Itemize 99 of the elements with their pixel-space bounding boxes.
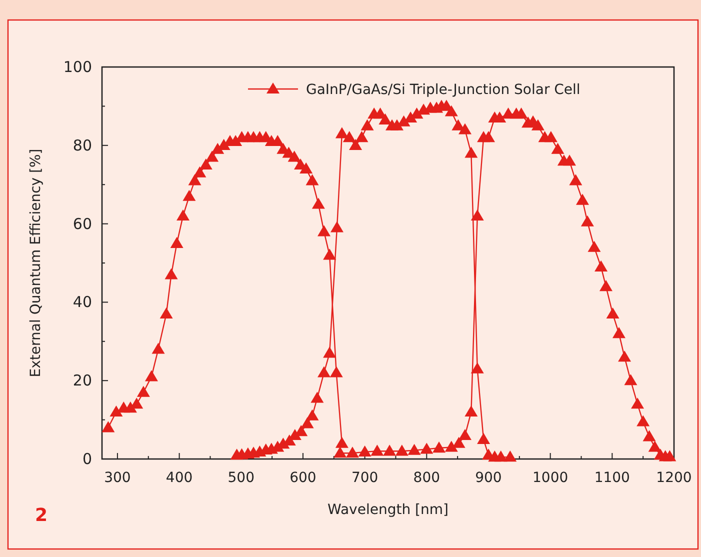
point xyxy=(514,108,528,119)
point xyxy=(144,370,158,382)
point xyxy=(636,415,650,426)
point xyxy=(334,446,347,458)
point xyxy=(562,154,576,166)
point xyxy=(452,436,466,448)
point xyxy=(599,280,612,292)
point xyxy=(470,209,484,221)
point xyxy=(199,158,212,170)
x-tick-label: 500 xyxy=(228,470,254,486)
point xyxy=(170,236,184,248)
point xyxy=(182,190,196,201)
point xyxy=(206,150,219,162)
point xyxy=(288,150,301,162)
y-tick-label: 40 xyxy=(72,293,92,312)
point xyxy=(360,119,374,130)
point xyxy=(335,436,348,448)
point xyxy=(631,398,644,409)
point xyxy=(358,445,372,456)
legend-label: GaInP/GaAs/Si Triple-Junction Solar Cell xyxy=(306,82,580,98)
point xyxy=(458,123,472,134)
point xyxy=(312,198,325,209)
point xyxy=(318,225,330,236)
point xyxy=(349,138,362,150)
point xyxy=(612,327,626,338)
x-tick-label: 300 xyxy=(104,470,131,486)
point xyxy=(300,417,314,428)
point xyxy=(355,131,368,142)
point xyxy=(323,346,336,358)
point xyxy=(618,350,632,362)
point xyxy=(648,440,662,452)
x-tick-label: 900 xyxy=(475,470,502,486)
point xyxy=(152,342,165,354)
y-tick-label: 100 xyxy=(63,58,92,76)
point xyxy=(370,444,384,456)
point xyxy=(588,240,601,252)
text: 2 xyxy=(35,505,48,526)
point xyxy=(110,405,123,417)
point xyxy=(294,425,308,436)
point xyxy=(102,421,115,432)
point xyxy=(569,174,582,186)
point xyxy=(464,146,478,158)
point xyxy=(594,260,608,272)
point xyxy=(330,221,344,232)
point xyxy=(395,444,408,456)
point xyxy=(580,215,594,226)
point xyxy=(494,450,508,462)
point xyxy=(432,442,446,453)
y-tick-label: 60 xyxy=(72,214,92,233)
point xyxy=(464,405,478,417)
point xyxy=(136,386,150,397)
point xyxy=(300,162,313,174)
y-tick-label: 0 xyxy=(82,450,92,468)
point xyxy=(531,119,544,130)
point xyxy=(310,392,324,403)
point xyxy=(160,307,173,319)
point xyxy=(482,131,495,142)
point xyxy=(346,446,359,458)
point xyxy=(663,450,676,462)
point xyxy=(420,442,434,454)
x-tick-label: 800 xyxy=(413,470,440,486)
point xyxy=(342,131,356,142)
point xyxy=(193,166,206,178)
point xyxy=(642,430,656,442)
point xyxy=(551,142,564,154)
y-tick-label: 20 xyxy=(72,372,92,390)
point xyxy=(470,362,484,374)
point xyxy=(544,131,558,142)
x-tick-label: 400 xyxy=(166,470,193,486)
x-tick-label: 1100 xyxy=(594,470,630,486)
x-tick-label: 1000 xyxy=(532,470,568,486)
point xyxy=(383,444,396,456)
point xyxy=(606,307,620,319)
point xyxy=(477,432,490,444)
point xyxy=(176,209,190,221)
x-tick-label: 600 xyxy=(290,470,316,486)
point xyxy=(378,113,392,124)
point xyxy=(330,366,343,378)
point xyxy=(306,174,319,186)
point xyxy=(444,440,458,452)
x-tick-label: 700 xyxy=(351,470,378,486)
y-tick-label: 80 xyxy=(72,136,92,154)
point xyxy=(458,428,472,440)
point xyxy=(318,366,330,378)
point xyxy=(390,119,404,130)
point xyxy=(444,105,458,116)
y-axis-title: External Quantum Efficiency [%] xyxy=(28,148,44,378)
point xyxy=(306,409,319,420)
point xyxy=(408,444,421,455)
point xyxy=(624,374,638,386)
point xyxy=(576,194,589,205)
x-tick-label: 1200 xyxy=(656,470,692,486)
point xyxy=(323,248,336,260)
point xyxy=(452,119,465,130)
point xyxy=(335,127,348,138)
point xyxy=(130,398,144,409)
x-axis-title: Wavelength [nm] xyxy=(328,502,448,518)
point xyxy=(504,450,517,462)
point xyxy=(164,268,178,280)
